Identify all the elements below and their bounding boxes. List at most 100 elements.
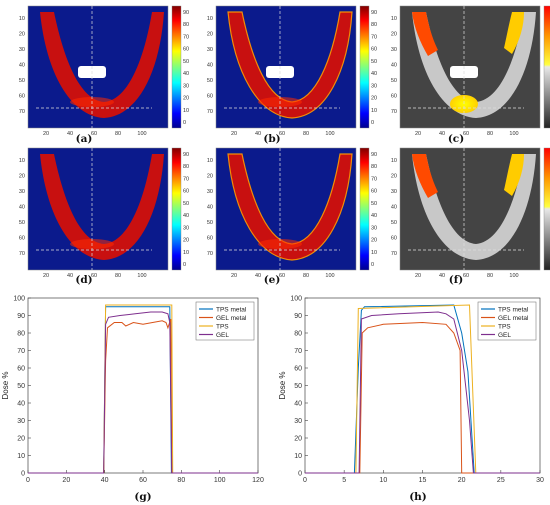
series-line-gel-metal (305, 321, 540, 474)
y-tick-label: 60 (391, 94, 397, 100)
colorbar-tick-label: 30 (183, 225, 189, 231)
colorbar-tick-label: 50 (183, 59, 189, 65)
colorbar-tick-label: 10 (183, 108, 189, 114)
x-tick-label: 20 (415, 273, 421, 279)
panel-label-a: (a) (76, 133, 93, 145)
y-tick-label: 100 (290, 296, 302, 303)
legend-box (195, 301, 255, 341)
y-tick-label: 30 (207, 47, 213, 53)
x-tick-label: 100 (137, 131, 146, 137)
y-tick-label: 90 (17, 313, 25, 320)
x-tick-label: 80 (303, 273, 309, 279)
x-tick-label: 20 (415, 131, 421, 137)
panel-label-g: (g) (134, 491, 151, 503)
colorbar-tick-label: 80 (183, 22, 189, 28)
y-tick-label: 60 (207, 236, 213, 242)
y-tick-label: 50 (17, 383, 25, 390)
heatmap-c: 10203040506070204060801001.81.61.41.210.… (391, 5, 550, 137)
x-tick-label: 40 (255, 131, 261, 137)
y-tick-label: 40 (207, 205, 213, 211)
y-tick-label: 0 (21, 471, 25, 478)
y-tick-label: 20 (391, 32, 397, 38)
legend-box (477, 301, 537, 341)
y-tick-label: 60 (294, 366, 302, 373)
x-tick-label: 80 (487, 273, 493, 279)
x-tick-label: 100 (509, 273, 518, 279)
y-tick-label: 50 (391, 78, 397, 84)
y-tick-label: 70 (19, 251, 25, 257)
x-tick-label: 20 (231, 273, 237, 279)
hot-region-left (412, 154, 438, 198)
colorbar-tick-label: 20 (371, 238, 377, 244)
y-tick-label: 10 (207, 16, 213, 22)
colorbar-tick-label: 30 (183, 83, 189, 89)
x-tick-label: 20 (458, 477, 466, 484)
y-tick-label: 30 (207, 189, 213, 195)
y-tick-label: 40 (294, 401, 302, 408)
y-tick-label: 10 (391, 16, 397, 22)
y-tick-label: 30 (19, 189, 25, 195)
panel-label-e: (e) (264, 274, 281, 286)
x-tick-label: 60 (139, 477, 147, 484)
panel-label-b: (b) (263, 133, 280, 145)
colorbar-tick-label: 70 (183, 176, 189, 182)
colorbar-tick-label: 40 (183, 213, 189, 219)
y-tick-label: 70 (19, 109, 25, 115)
y-tick-label: 30 (391, 189, 397, 195)
colorbar-tick-label: 40 (371, 213, 377, 219)
colorbar-tick-label: 10 (371, 108, 377, 114)
colorbar-tick-label: 90 (371, 10, 377, 16)
y-tick-label: 100 (13, 296, 25, 303)
y-tick-label: 60 (19, 236, 25, 242)
x-tick-label: 100 (509, 131, 518, 137)
colorbar-tick-label: 30 (371, 83, 377, 89)
y-tick-label: 20 (207, 32, 213, 38)
x-tick-label: 80 (177, 477, 185, 484)
colorbar-tick-label: 0 (371, 120, 374, 126)
mandible-dose-region (412, 154, 536, 260)
y-tick-label: 40 (391, 205, 397, 211)
y-tick-label: 60 (17, 366, 25, 373)
colorbar-tick-label: 20 (183, 96, 189, 102)
line-chart-g: 0 10 20 30 40 50 60 70 80 90 100 0 20 40 60 80 100 120 Dos… (1, 296, 264, 485)
colorbar-tick-label: 90 (183, 152, 189, 158)
y-tick-label: 70 (391, 251, 397, 257)
x-tick-label: 80 (487, 131, 493, 137)
colorbar-tick-label: 70 (371, 34, 377, 40)
x-tick-label: 20 (231, 131, 237, 137)
colorbar (543, 147, 550, 271)
colorbar-tick-label: 70 (183, 34, 189, 40)
panel-label-h: (h) (409, 491, 427, 503)
mandible-dose-region (40, 154, 164, 260)
y-tick-label: 60 (19, 94, 25, 100)
y-tick-label: 40 (19, 205, 25, 211)
x-tick-label: 20 (43, 131, 49, 137)
colorbar (359, 5, 370, 129)
legend-entry: GEL metal (216, 315, 247, 322)
mandible-dose-region (412, 12, 536, 118)
legend-entry: TPS metal (216, 306, 247, 313)
y-tick-label: 20 (391, 174, 397, 180)
y-tick-label: 40 (17, 401, 25, 408)
x-tick-label: 30 (536, 477, 544, 484)
y-tick-label: 50 (19, 78, 25, 84)
hot-region-right (504, 12, 524, 54)
y-tick-label: 50 (391, 220, 397, 226)
y-tick-label: 20 (207, 174, 213, 180)
y-tick-label: 70 (207, 109, 213, 115)
y-tick-label: 40 (207, 63, 213, 69)
y-tick-label: 20 (17, 436, 25, 443)
x-tick-label: 100 (214, 477, 226, 484)
colorbar (359, 147, 370, 271)
colorbar-tick-label: 30 (371, 225, 377, 231)
hot-region-right (504, 154, 524, 196)
x-tick-label: 120 (252, 477, 264, 484)
legend-entry: TPS (498, 323, 511, 330)
colorbar-tick-label: 60 (371, 189, 377, 195)
x-tick-label: 60 (279, 273, 285, 279)
